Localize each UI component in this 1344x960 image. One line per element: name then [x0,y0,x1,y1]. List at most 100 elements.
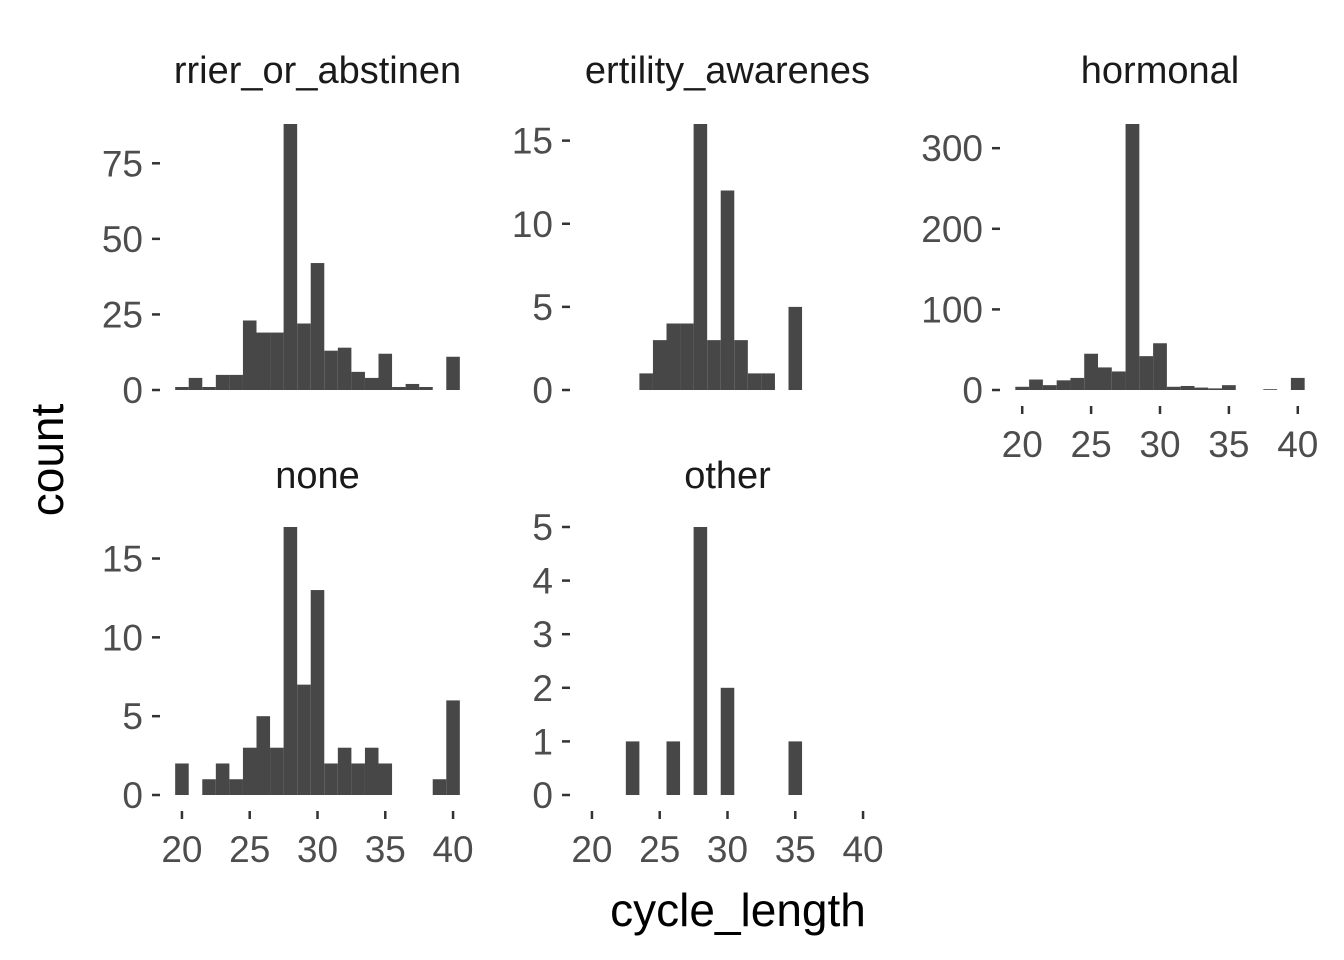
facet-panel: none 0 5 10 15 20 25 30 35 40 [102,455,474,870]
x-tick-label: 40 [842,829,883,870]
facet-panel: hormonal 0 100 200 300 20 25 30 35 40 [921,50,1318,465]
histogram-bar [1290,377,1305,390]
x-tick-label: 25 [1071,424,1112,465]
histogram-bar [256,716,271,795]
histogram-bar [788,741,803,795]
histogram-bar [1208,388,1222,390]
x-tick-label: 25 [639,829,680,870]
histogram-bar [405,383,420,390]
histogram-bar [310,590,325,795]
histogram-bar [788,306,803,391]
x-tick-label: 35 [1208,424,1249,465]
x-tick-label: 20 [1002,424,1043,465]
x-tick-label: 20 [161,829,202,870]
histogram-bar [392,386,406,390]
histogram-bar [175,763,189,795]
histogram-bar [297,323,311,390]
facet-panel: ertility_awarenes 0 5 10 15 [512,50,870,411]
histogram-bar [446,356,460,390]
histogram-bar [242,320,257,390]
facet-strip-label: hormonal [1081,50,1239,92]
y-tick-label: 15 [512,121,553,162]
facet-panels: rrier_or_abstinen0255075ertility_awarene… [102,50,1319,870]
facet-panel: rrier_or_abstinen 0 25 50 75 [102,50,461,411]
histogram-bar [666,741,681,795]
x-tick-label: 25 [229,829,270,870]
histogram-bar [1029,379,1043,390]
histogram-bar [1098,367,1112,390]
histogram-bar [419,386,433,390]
histogram-bar [1194,387,1209,390]
y-tick-label: 0 [962,370,983,411]
histogram-bar [175,386,189,390]
y-tick-label: 200 [921,209,983,250]
histogram-bar [693,124,708,390]
histogram-bar [378,353,393,390]
y-tick-label: 5 [122,696,143,737]
x-tick-label: 30 [297,829,338,870]
histogram-bar [446,700,460,795]
histogram-bar [432,779,447,795]
histogram-bar [1222,385,1236,390]
y-tick-label: 25 [102,294,143,335]
histogram-bar [188,377,203,390]
histogram-bar [1056,380,1071,390]
y-tick-label: 4 [532,561,553,602]
histogram-bar [202,779,216,795]
histogram-bar [1263,389,1278,390]
y-tick-label: 300 [921,128,983,169]
histogram-bar [242,747,257,795]
x-tick-label: 30 [707,829,748,870]
histogram-bar [229,374,243,390]
histogram-bar [1015,386,1030,390]
histogram-bar [707,340,721,391]
histogram-bar [1084,353,1098,390]
histogram-bar [1070,377,1085,390]
y-tick-label: 100 [921,289,983,330]
y-axis-title: count [21,404,73,517]
x-tick-label: 20 [571,829,612,870]
histogram-bar [297,684,311,795]
x-tick-label: 40 [1277,424,1318,465]
histogram-bar [639,373,653,391]
histogram-bar [324,763,338,795]
histogram-bar [693,527,708,795]
x-tick-label: 35 [365,829,406,870]
histogram-bar [283,527,298,795]
y-tick-label: 3 [532,614,553,655]
facet-strip-label: none [275,455,360,497]
histogram-bar [364,377,379,390]
histogram-bar [283,124,298,390]
histogram-bar [1111,371,1126,390]
histogram-bar [1125,124,1140,390]
histogram-bar [1153,343,1167,390]
y-tick-label: 0 [122,775,143,816]
histogram-bar [270,747,284,795]
y-tick-label: 0 [532,775,553,816]
x-tick-label: 30 [1139,424,1180,465]
histogram-bar [202,386,216,390]
histogram-bar [1166,386,1181,390]
y-tick-label: 1 [532,721,553,762]
histogram-bar [625,741,640,795]
histogram-bar [310,263,325,390]
y-tick-label: 5 [532,287,553,328]
histogram-bar [680,323,694,390]
y-tick-label: 50 [102,219,143,260]
histogram-bar [1180,385,1195,390]
histogram-bar [666,323,681,390]
histogram-bar [215,374,230,390]
facet-panel: other 0 1 2 3 4 5 20 25 30 35 40 [532,455,883,870]
histogram-bar [761,373,775,391]
histogram-bar [1042,385,1057,390]
histogram-bar [256,332,271,390]
y-tick-label: 5 [532,507,553,548]
histogram-bar [351,371,365,390]
histogram-bar [324,350,338,390]
histogram-bar [378,763,393,795]
histogram-bar [337,347,352,390]
histogram-bar [720,687,735,795]
y-tick-label: 15 [102,539,143,580]
y-tick-label: 10 [512,204,553,245]
